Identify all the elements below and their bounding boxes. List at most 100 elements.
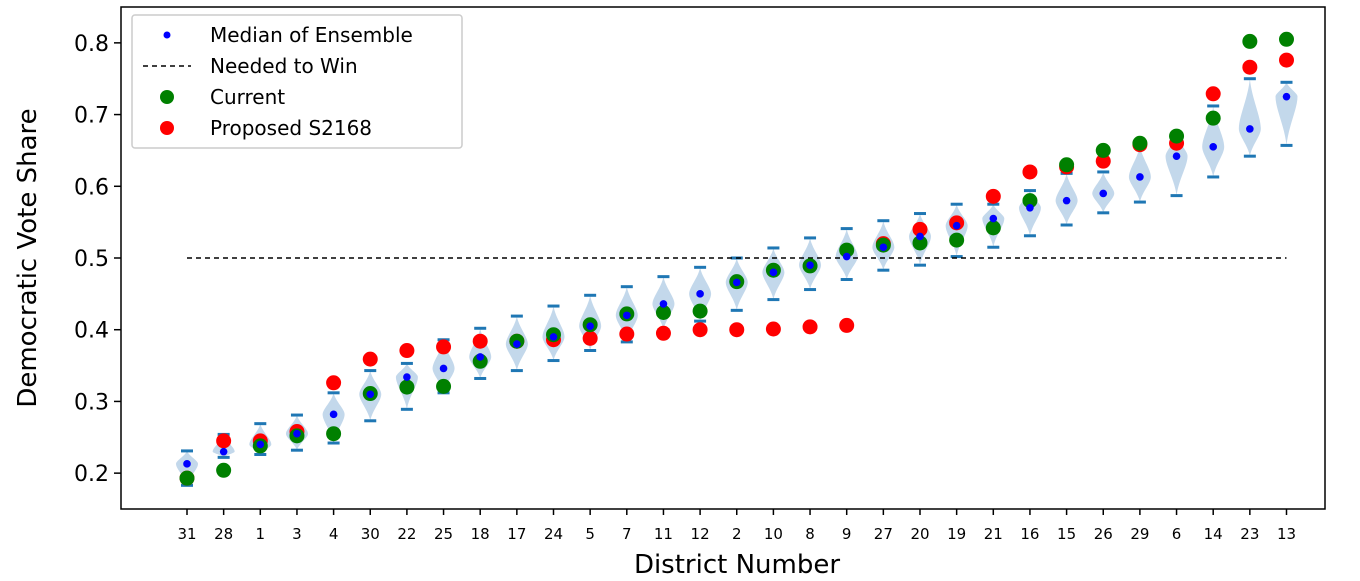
median-point-19 bbox=[952, 221, 961, 230]
median-point-6 bbox=[1172, 152, 1181, 160]
x-tick-label: 15 bbox=[1057, 525, 1076, 543]
current-point-28 bbox=[216, 462, 232, 478]
current-point-13 bbox=[1279, 31, 1294, 47]
median-point-8 bbox=[806, 261, 814, 269]
proposed-point-22 bbox=[399, 343, 415, 359]
y-tick-label: 0.4 bbox=[74, 319, 109, 344]
x-tick-label: 10 bbox=[764, 525, 783, 543]
median-point-2 bbox=[732, 278, 741, 287]
proposed-point-2 bbox=[729, 322, 745, 338]
x-axis-title: District Number bbox=[634, 550, 840, 580]
legend-proposed-marker bbox=[160, 121, 174, 135]
legend-proposed-label: Proposed S2168 bbox=[210, 116, 372, 140]
proposed-point-5 bbox=[582, 330, 598, 346]
violin-6 bbox=[1165, 134, 1188, 196]
proposed-point-30 bbox=[362, 351, 378, 367]
median-point-15 bbox=[1062, 196, 1071, 205]
legend-current-marker bbox=[160, 90, 174, 104]
legend-box bbox=[131, 14, 463, 149]
legend-median-marker bbox=[163, 31, 171, 39]
current-point-11 bbox=[655, 305, 671, 321]
median-point-9 bbox=[842, 252, 851, 261]
median-point-30 bbox=[366, 390, 375, 399]
y-tick-label: 0.8 bbox=[74, 32, 109, 57]
median-point-5 bbox=[586, 322, 594, 330]
median-point-17 bbox=[513, 340, 521, 348]
x-tick-label: 25 bbox=[434, 525, 453, 543]
current-point-4 bbox=[326, 426, 342, 442]
x-tick-label: 5 bbox=[585, 525, 595, 543]
current-points-layer bbox=[179, 31, 1294, 486]
median-point-23 bbox=[1246, 125, 1254, 133]
legend-needed-label: Needed to Win bbox=[210, 54, 358, 78]
current-point-22 bbox=[399, 379, 415, 395]
x-tick-label: 31 bbox=[177, 525, 196, 543]
median-point-1 bbox=[256, 440, 265, 449]
x-tick-label: 6 bbox=[1172, 525, 1182, 543]
median-point-31 bbox=[183, 460, 191, 468]
median-point-14 bbox=[1209, 143, 1217, 151]
median-point-18 bbox=[476, 353, 485, 361]
x-tick-label: 13 bbox=[1277, 525, 1296, 543]
x-axis: 31 28 1 3 4 30 22 25 18 17 24 5 7 11 12 2 10 8 9 27 20 19 21 16… bbox=[177, 509, 1296, 543]
current-point-6 bbox=[1169, 128, 1185, 144]
y-axis-title: Democratic Vote Share bbox=[13, 108, 43, 407]
x-tick-label: 18 bbox=[471, 525, 490, 543]
proposed-point-16 bbox=[1022, 164, 1038, 180]
median-point-11 bbox=[659, 300, 668, 308]
median-point-4 bbox=[329, 410, 338, 419]
current-point-26 bbox=[1095, 142, 1111, 158]
proposed-point-23 bbox=[1242, 59, 1258, 75]
current-point-14 bbox=[1205, 110, 1221, 126]
proposed-point-13 bbox=[1279, 52, 1294, 68]
violin-13 bbox=[1275, 82, 1298, 146]
median-point-16 bbox=[1026, 204, 1034, 212]
y-tick-label: 0.5 bbox=[74, 247, 109, 272]
x-tick-label: 27 bbox=[874, 525, 893, 543]
x-tick-label: 22 bbox=[397, 525, 416, 543]
median-point-25 bbox=[439, 364, 448, 373]
legend-median-label: Median of Ensemble bbox=[210, 23, 413, 47]
x-tick-label: 26 bbox=[1094, 525, 1113, 543]
x-tick-label: 16 bbox=[1020, 525, 1039, 543]
x-tick-label: 24 bbox=[544, 525, 563, 543]
current-point-19 bbox=[949, 232, 965, 248]
y-tick-label: 0.7 bbox=[74, 104, 109, 129]
proposed-point-26 bbox=[1095, 153, 1111, 169]
current-point-25 bbox=[436, 378, 452, 394]
median-point-26 bbox=[1099, 189, 1108, 198]
x-tick-label: 2 bbox=[732, 525, 742, 543]
x-tick-label: 20 bbox=[910, 525, 929, 543]
proposed-point-10 bbox=[765, 321, 781, 337]
x-tick-label: 21 bbox=[984, 525, 1003, 543]
proposed-point-4 bbox=[326, 375, 342, 391]
x-tick-label: 8 bbox=[805, 525, 815, 543]
violin-31 bbox=[176, 450, 198, 486]
proposed-point-9 bbox=[839, 317, 855, 333]
median-point-24 bbox=[549, 333, 558, 341]
median-point-28 bbox=[219, 447, 228, 456]
proposed-point-7 bbox=[619, 326, 635, 342]
x-tick-label: 4 bbox=[329, 525, 339, 543]
y-axis: 0.2 0.3 0.4 0.5 0.6 0.7 0.8 bbox=[74, 32, 121, 487]
proposed-point-12 bbox=[692, 322, 708, 338]
current-point-16 bbox=[1022, 193, 1038, 209]
median-point-10 bbox=[769, 268, 778, 277]
proposed-point-25 bbox=[436, 339, 452, 355]
current-point-12 bbox=[692, 303, 708, 319]
current-point-23 bbox=[1242, 33, 1258, 49]
x-tick-label: 11 bbox=[654, 525, 673, 543]
x-tick-label: 12 bbox=[691, 525, 710, 543]
legend-current-label: Current bbox=[210, 85, 285, 109]
proposed-point-8 bbox=[802, 319, 818, 335]
median-point-13 bbox=[1282, 92, 1291, 101]
y-tick-label: 0.3 bbox=[74, 390, 109, 415]
y-tick-label: 0.6 bbox=[74, 175, 109, 200]
median-point-27 bbox=[879, 243, 888, 252]
median-point-7 bbox=[623, 311, 631, 320]
proposed-point-18 bbox=[472, 333, 488, 349]
x-tick-label: 28 bbox=[214, 525, 233, 543]
median-point-22 bbox=[403, 373, 411, 381]
current-point-9 bbox=[839, 242, 855, 258]
